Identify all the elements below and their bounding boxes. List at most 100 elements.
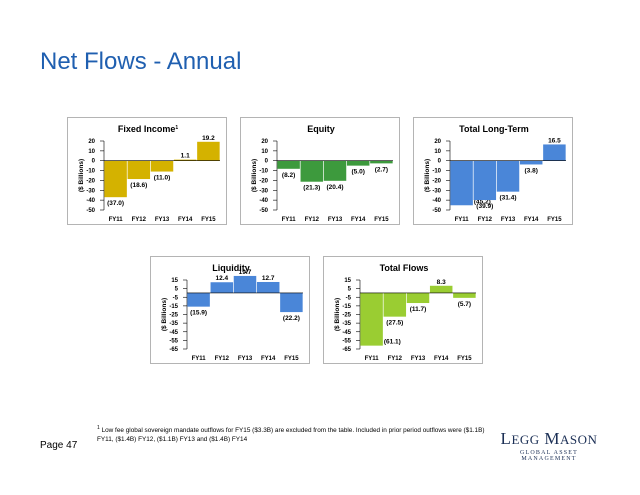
y-tick-label: 5 bbox=[348, 287, 352, 293]
bar-fy11 bbox=[277, 160, 300, 169]
chart-title: Fixed Income1 bbox=[118, 124, 179, 134]
bar-fy13 bbox=[406, 292, 430, 304]
footnote-text: Low fee global sovereign mandate outflow… bbox=[97, 427, 485, 444]
bar-fy14 bbox=[346, 160, 370, 166]
bar-fy13 bbox=[323, 160, 347, 181]
bar-fy11 bbox=[187, 292, 210, 307]
data-label: (2.7) bbox=[375, 166, 388, 173]
bar-fy14 bbox=[519, 160, 543, 165]
chart-panel-liquidity: Liquidity ($ Billions) 15 5 -5 -15 -25 -35 -45 -5… bbox=[150, 256, 310, 364]
y-tick-label: -5 bbox=[173, 295, 179, 301]
bar-fy15 bbox=[197, 141, 220, 161]
data-label: (5.7) bbox=[458, 301, 471, 308]
y-tick-label: 15 bbox=[344, 278, 351, 284]
x-tick-label: FY13 bbox=[328, 217, 343, 223]
chart-panel-total-long-term: Total Long-Term ($ Billions) 20 10 0 -10 -20 -3… bbox=[413, 117, 573, 225]
data-label: (22.2) bbox=[283, 315, 300, 322]
chart-panel-total-flows: Total Flows ($ Billions) 15 5 -5 -15 -25 -35 -45… bbox=[323, 256, 483, 364]
y-tick-label: -35 bbox=[169, 321, 178, 327]
y-axis-label: ($ Billions) bbox=[424, 159, 431, 192]
bar-fy14 bbox=[173, 159, 197, 161]
chart-total-long-term: Total Long-Term ($ Billions) 20 10 0 -10 -20 -3… bbox=[424, 124, 566, 223]
footnote-marker: 1 bbox=[97, 425, 100, 431]
data-label: (61.1) bbox=[384, 339, 401, 346]
y-tick-label: -50 bbox=[432, 208, 441, 214]
chart-title: Total Flows bbox=[380, 263, 429, 273]
x-tick-label: FY14 bbox=[351, 217, 366, 223]
y-tick-label: -25 bbox=[342, 313, 351, 319]
y-tick-label: -20 bbox=[86, 178, 95, 184]
y-tick-label: -65 bbox=[342, 347, 351, 353]
x-tick-label: FY12 bbox=[388, 356, 403, 362]
data-label: (21.3) bbox=[303, 185, 320, 192]
y-tick-label: -20 bbox=[259, 178, 268, 184]
bar-fy11 bbox=[104, 160, 127, 198]
chart-title-superscript: 1 bbox=[175, 125, 178, 131]
x-tick-label: FY14 bbox=[524, 217, 539, 223]
y-tick-label: -40 bbox=[259, 198, 268, 204]
data-label: (11.7) bbox=[410, 306, 427, 313]
y-tick-label: 0 bbox=[92, 159, 96, 165]
data-label: 12.4 bbox=[215, 275, 228, 282]
y-tick-label: -35 bbox=[342, 321, 351, 327]
bar-fy15 bbox=[370, 160, 393, 164]
data-label: (5.0) bbox=[352, 169, 365, 176]
logo-tagline: GLOBAL ASSET MANAGEMENT bbox=[519, 450, 578, 462]
x-tick-label: FY11 bbox=[109, 217, 124, 223]
chart-panel-fixed-income: Fixed Income1 ($ Billions) 20 10 0 -10 -20 -30 -… bbox=[67, 117, 227, 225]
x-tick-label: FY11 bbox=[365, 356, 380, 362]
data-label: (45.2) bbox=[474, 198, 491, 205]
x-tick-label: FY12 bbox=[215, 356, 230, 362]
data-label: (3.8) bbox=[525, 167, 538, 174]
y-tick-label: -20 bbox=[432, 178, 441, 184]
bar-fy11 bbox=[360, 292, 383, 346]
chart-title: Liquidity bbox=[212, 263, 250, 273]
bar-fy13 bbox=[233, 275, 257, 293]
bar-fy15 bbox=[453, 292, 476, 298]
y-tick-label: -10 bbox=[259, 169, 268, 175]
x-tick-label: FY15 bbox=[547, 217, 562, 223]
y-tick-label: -40 bbox=[86, 198, 95, 204]
data-label: 1.1 bbox=[181, 153, 190, 160]
y-tick-label: -25 bbox=[169, 313, 178, 319]
data-label: (18.6) bbox=[130, 182, 147, 189]
data-label: (20.4) bbox=[327, 184, 344, 191]
data-label: (11.0) bbox=[154, 175, 171, 182]
x-tick-label: FY15 bbox=[201, 217, 216, 223]
y-tick-label: 5 bbox=[175, 287, 179, 293]
y-tick-label: -5 bbox=[346, 295, 352, 301]
y-tick-label: 15 bbox=[171, 278, 178, 284]
y-tick-label: -15 bbox=[169, 304, 178, 310]
y-tick-label: -45 bbox=[169, 330, 178, 336]
x-tick-label: FY15 bbox=[457, 356, 472, 362]
x-tick-label: FY12 bbox=[305, 217, 320, 223]
y-tick-label: -10 bbox=[86, 169, 95, 175]
bar-fy11 bbox=[450, 160, 473, 206]
y-tick-label: 0 bbox=[265, 159, 269, 165]
data-label: 8.3 bbox=[437, 279, 446, 286]
company-logo: LEGG MASON GLOBAL ASSET MANAGEMENT bbox=[499, 429, 599, 462]
bar-fy13 bbox=[496, 160, 520, 192]
x-tick-label: FY11 bbox=[192, 356, 207, 362]
y-axis-label: ($ Billions) bbox=[334, 298, 341, 331]
chart-liquidity: Liquidity ($ Billions) 15 5 -5 -15 -25 -35 -45 -5… bbox=[161, 263, 303, 362]
y-tick-label: 20 bbox=[261, 139, 268, 145]
y-tick-label: -50 bbox=[86, 208, 95, 214]
x-tick-label: FY13 bbox=[411, 356, 426, 362]
y-axis-label: ($ Billions) bbox=[78, 159, 85, 192]
y-tick-label: -40 bbox=[432, 198, 441, 204]
bar-fy12 bbox=[210, 282, 234, 293]
y-tick-label: 10 bbox=[88, 149, 95, 155]
y-tick-label: 20 bbox=[88, 139, 95, 145]
x-tick-label: FY11 bbox=[455, 217, 470, 223]
chart-total-flows: Total Flows ($ Billions) 15 5 -5 -15 -25 -35 -45… bbox=[334, 263, 476, 362]
x-tick-label: FY12 bbox=[478, 217, 493, 223]
bar-fy14 bbox=[256, 281, 280, 293]
bar-fy13 bbox=[150, 160, 174, 172]
data-label: (15.9) bbox=[190, 310, 207, 317]
y-tick-label: -10 bbox=[432, 169, 441, 175]
page-title: Net Flows - Annual bbox=[40, 48, 242, 75]
chart-fixed-income: Fixed Income1 ($ Billions) 20 10 0 -10 -20 -30 -… bbox=[78, 124, 220, 223]
x-tick-label: FY13 bbox=[155, 217, 170, 223]
data-label: (39.9) bbox=[476, 203, 493, 210]
